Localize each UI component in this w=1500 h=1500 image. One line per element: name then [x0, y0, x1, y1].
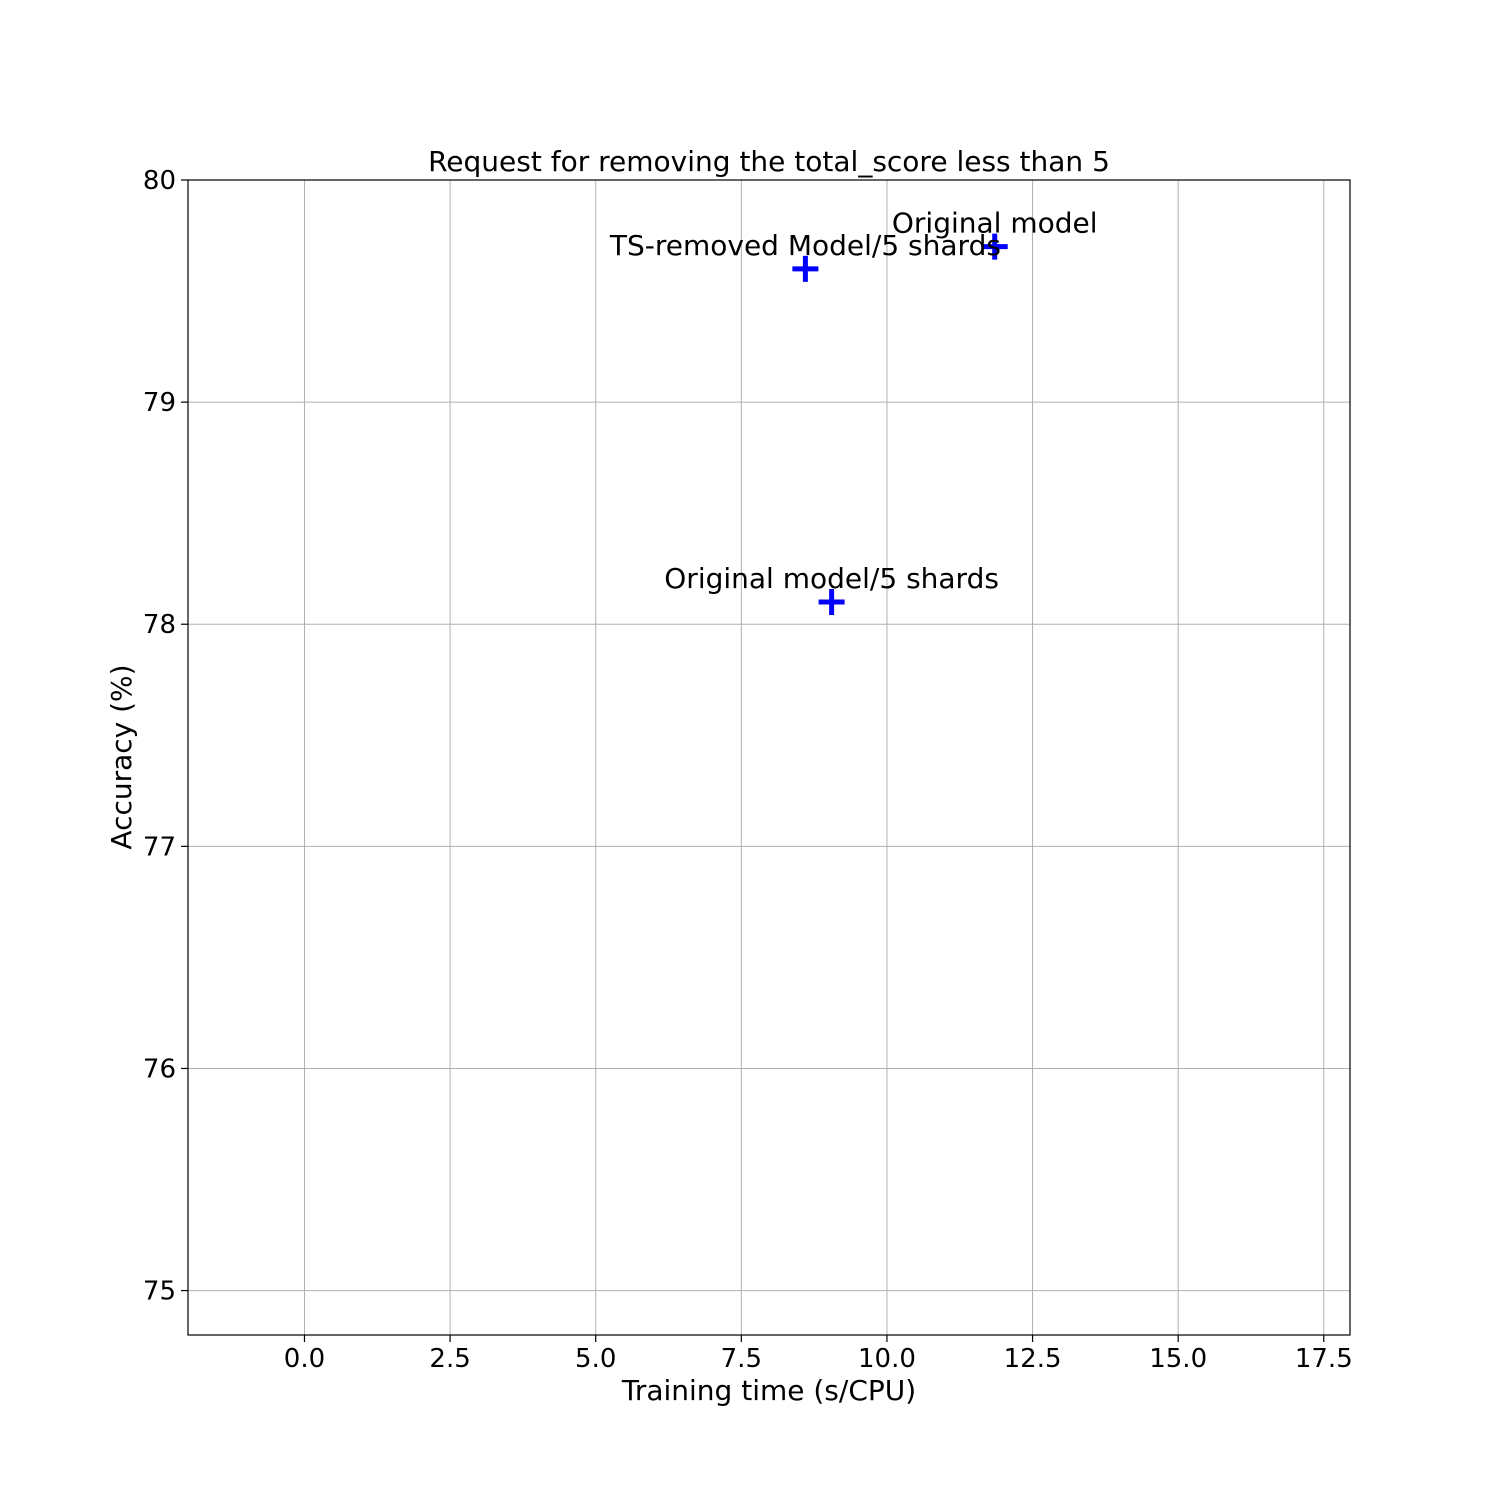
grid-lines	[188, 179, 1350, 1335]
y-tick-label: 77	[143, 832, 176, 862]
data-point: Original model	[892, 207, 1098, 260]
axis-ticks: 0.0 2.5 5.0 7.5 10.0 12.5 15.0 17.5 75 76 77 78 79 80	[143, 166, 1353, 1374]
point-label: Original model/5 shards	[664, 562, 999, 595]
x-tick-label: 15.0	[1149, 1344, 1207, 1374]
y-tick-label: 78	[143, 610, 176, 640]
y-tick-label: 75	[143, 1277, 176, 1307]
data-point: TS-removed Model/5 shards	[609, 229, 1001, 282]
plot-frame	[187, 179, 1351, 1336]
y-tick-label: 80	[143, 166, 176, 196]
point-label: TS-removed Model/5 shards	[609, 229, 1001, 262]
y-tick-label: 76	[143, 1054, 176, 1084]
x-tick-label: 2.5	[429, 1344, 470, 1374]
point-label: Original model	[892, 207, 1098, 240]
y-tick-label: 79	[143, 388, 176, 418]
x-tick-label: 12.5	[1004, 1344, 1062, 1374]
x-tick-label: 10.0	[858, 1344, 916, 1374]
x-tick-label: 0.0	[284, 1344, 325, 1374]
x-tick-label: 17.5	[1295, 1344, 1353, 1374]
x-axis-label: Training time (s/CPU)	[621, 1374, 916, 1407]
x-tick-label: 7.5	[721, 1344, 762, 1374]
y-axis-label: Accuracy (%)	[105, 664, 138, 849]
data-point: Original model/5 shards	[664, 562, 999, 616]
x-tick-label: 5.0	[575, 1344, 616, 1374]
chart-title: Request for removing the total_score les…	[428, 145, 1110, 178]
